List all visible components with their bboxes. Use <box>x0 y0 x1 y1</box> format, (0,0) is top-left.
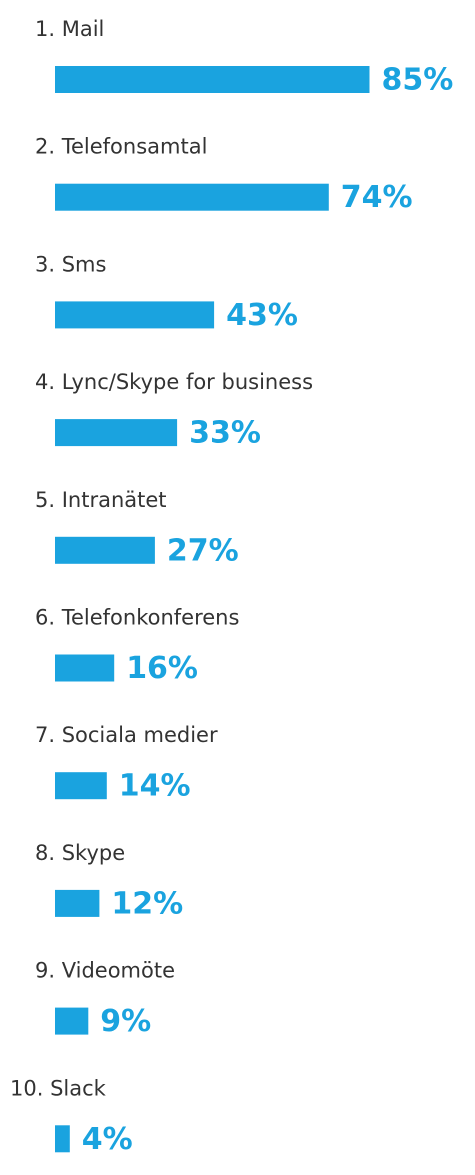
category-label: 9. Videomöte <box>35 959 175 983</box>
category-label: 2. Telefonsamtal <box>35 135 207 159</box>
category-label: 10. Slack <box>10 1076 107 1100</box>
value-label: 43% <box>226 298 298 333</box>
value-label: 33% <box>189 416 261 451</box>
bar <box>55 419 178 447</box>
bar <box>55 772 107 800</box>
bar <box>55 1125 70 1153</box>
category-label: 3. Sms <box>35 252 106 276</box>
value-label: 4% <box>82 1122 133 1157</box>
bar <box>55 301 215 329</box>
category-label: 5. Intranätet <box>35 488 167 512</box>
value-label: 27% <box>167 533 239 568</box>
category-label: 4. Lync/Skype for business <box>35 370 313 394</box>
bar <box>55 889 100 917</box>
value-label: 14% <box>119 769 191 804</box>
value-label: 85% <box>382 63 454 98</box>
category-label: 7. Sociala medier <box>35 723 218 747</box>
value-label: 16% <box>126 651 198 686</box>
bar <box>55 66 370 93</box>
category-label: 6. Telefonkonferens <box>35 606 239 630</box>
value-label: 74% <box>341 180 413 215</box>
category-label: 8. Skype <box>35 841 125 865</box>
bar <box>55 1007 89 1035</box>
bar <box>55 654 115 682</box>
value-label: 12% <box>111 886 183 921</box>
category-label: 1. Mail <box>35 17 104 41</box>
value-label: 9% <box>100 1004 151 1039</box>
bar <box>55 536 155 564</box>
bar <box>55 183 329 211</box>
